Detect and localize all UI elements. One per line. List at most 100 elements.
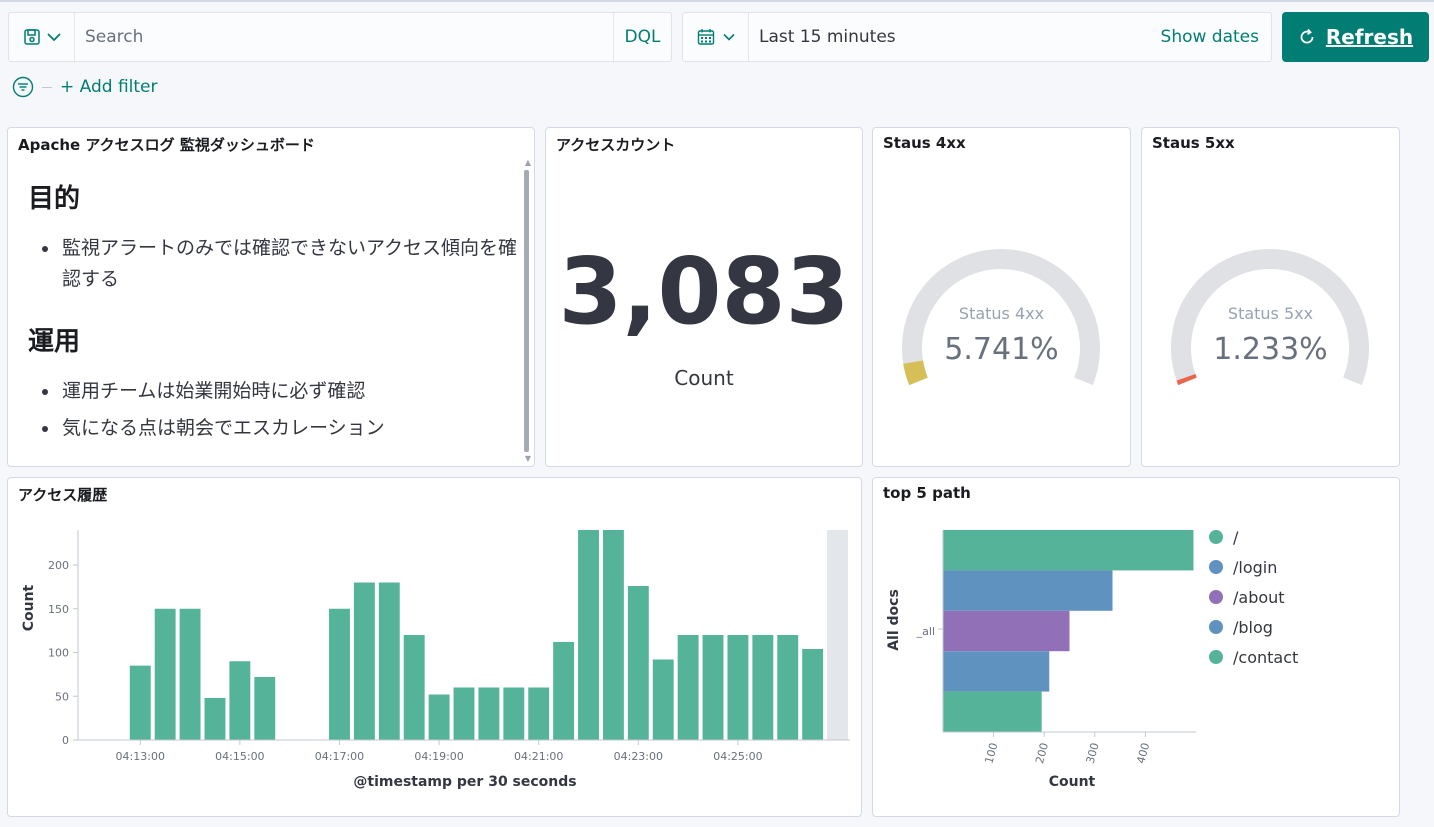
axes: 100 200 300 400	[938, 530, 1196, 765]
bar[interactable]	[154, 608, 176, 740]
bar[interactable]	[403, 635, 425, 740]
bar[interactable]	[752, 635, 774, 740]
gauge-5xx-panel: Staus 5xx Status 5xx 1.233%	[1141, 127, 1400, 467]
refresh-button[interactable]: Refresh	[1282, 12, 1429, 62]
legend-label: /	[1233, 527, 1239, 547]
bar[interactable]	[353, 582, 375, 741]
bar[interactable]	[329, 608, 350, 740]
bar[interactable]	[478, 687, 500, 741]
legend-item[interactable]: /blog	[1209, 612, 1298, 642]
gauge-value: 1.233%	[1213, 332, 1328, 367]
metric-value: 3,083	[558, 238, 850, 345]
filter-separator	[42, 86, 52, 88]
refresh-icon	[1300, 28, 1314, 44]
bar[interactable]	[943, 530, 1194, 571]
y-tick-label: 200	[48, 559, 69, 572]
current-bucket-highlight	[827, 530, 848, 740]
list-item: 気になる点は朝会でエスカレーション	[28, 413, 518, 444]
x-tick-label: 04:17:00	[315, 750, 364, 763]
x-tick-label: 04:23:00	[614, 750, 663, 763]
bar[interactable]	[229, 661, 251, 740]
top5-path-panel: top 5 path 100 200 300 400 All docs _all Co…	[872, 477, 1400, 817]
bar[interactable]	[702, 635, 724, 740]
section-heading: 目的	[28, 184, 81, 214]
legend-item[interactable]: /about	[1209, 582, 1298, 612]
bar[interactable]	[627, 586, 649, 740]
bar[interactable]	[129, 665, 151, 740]
bar[interactable]	[179, 608, 201, 740]
legend-label: /blog	[1233, 617, 1273, 637]
gauge-fill	[903, 360, 928, 386]
legend-dot-icon	[1209, 650, 1223, 664]
bar[interactable]	[677, 635, 699, 740]
bar[interactable]	[943, 691, 1042, 732]
bar[interactable]	[652, 659, 674, 741]
legend-item[interactable]: /	[1209, 522, 1298, 552]
x-tick-label: 04:13:00	[116, 750, 165, 763]
legend-item[interactable]: /contact	[1209, 642, 1298, 672]
list-item: 運用チームは始業開始時に必ず確認	[28, 376, 518, 407]
bar[interactable]	[254, 677, 276, 740]
chevron-down-icon	[722, 33, 735, 41]
bar[interactable]	[777, 635, 799, 740]
refresh-label: Refresh	[1325, 25, 1414, 49]
chevron-down-icon	[46, 33, 61, 42]
bars	[129, 530, 848, 741]
panel-title: アクセスカウント	[556, 136, 676, 154]
add-filter-button[interactable]: + Add filter	[60, 77, 158, 97]
gauge-track	[1171, 249, 1369, 386]
legend-item[interactable]: /login	[1209, 552, 1298, 582]
bar[interactable]	[602, 530, 624, 740]
bar[interactable]	[943, 570, 1113, 611]
x-axis-label: Count	[1049, 774, 1096, 790]
y-tick-label: 100	[48, 647, 69, 660]
y-tick-label: 0	[62, 734, 69, 747]
bar[interactable]	[453, 687, 475, 741]
x-axis: 04:13:00 04:15:00 04:17:00 04:19:00 04:21:00…	[78, 739, 850, 763]
legend: / /login/about/blog/contact	[1209, 522, 1298, 672]
legend-label: /login	[1233, 557, 1278, 577]
top-border	[0, 0, 1434, 2]
gauge-4xx-chart	[902, 249, 1100, 386]
scroll-up-icon[interactable]: ▲	[524, 158, 531, 167]
saved-queries-button[interactable]	[9, 13, 75, 61]
quick-menu-button[interactable]	[683, 13, 749, 61]
bar[interactable]	[378, 582, 400, 741]
x-tick-label: 200	[1033, 741, 1051, 765]
gauge-fill	[1176, 373, 1197, 386]
gauge-value: 5.741%	[944, 332, 1059, 367]
bar[interactable]	[943, 610, 1070, 652]
bar[interactable]	[204, 698, 226, 740]
markdown-panel: Apache アクセスログ 監視ダッシュボード 目的 監視アラートのみでは確認で…	[7, 127, 535, 467]
category-label: _all	[916, 625, 935, 638]
y-axis: 0 50 100 150 200	[48, 530, 79, 747]
access-history-panel: アクセス履歴 0 50 100 150 200 04:13:00 04:15:00 04:1…	[7, 477, 862, 817]
section-list: 運用チームは始業開始時に必ず確認 気になる点は朝会でエスカレーション	[28, 376, 518, 444]
bar[interactable]	[553, 642, 575, 740]
count-panel: アクセスカウント 3,083 Count	[545, 127, 863, 467]
x-tick-label: 04:25:00	[713, 750, 762, 763]
show-dates-link[interactable]: Show dates	[1160, 27, 1259, 47]
query-language-button[interactable]: DQL	[613, 13, 671, 61]
y-axis-label: All docs	[886, 589, 902, 651]
x-tick-label: 04:19:00	[414, 750, 463, 763]
section-heading: 運用	[28, 327, 81, 357]
gauge-track	[902, 249, 1100, 386]
y-tick-label: 150	[48, 603, 69, 616]
search-input[interactable]	[75, 13, 613, 61]
calendar-icon	[697, 29, 714, 45]
scrollbar-thumb[interactable]	[524, 170, 529, 452]
scroll-down-icon[interactable]: ▼	[524, 454, 531, 463]
bar[interactable]	[528, 687, 550, 741]
bar[interactable]	[802, 649, 824, 740]
bar[interactable]	[578, 530, 599, 740]
bar[interactable]	[503, 687, 525, 741]
legend-dot-icon	[1209, 530, 1223, 544]
time-range-label[interactable]: Last 15 minutes	[759, 27, 896, 47]
x-tick-label: 04:15:00	[215, 750, 264, 763]
bar[interactable]	[727, 635, 749, 740]
filter-menu-icon[interactable]	[12, 76, 34, 98]
bar[interactable]	[428, 694, 450, 741]
bar[interactable]	[943, 651, 1050, 692]
